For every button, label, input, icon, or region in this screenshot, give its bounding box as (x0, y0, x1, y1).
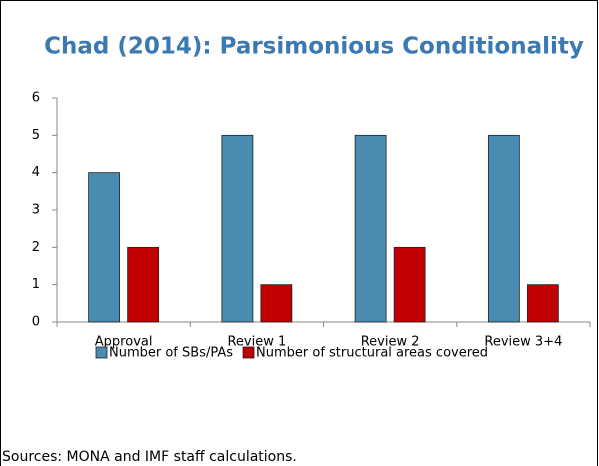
x-tick-label: Approval (95, 335, 153, 350)
legend-swatch (242, 346, 255, 359)
bar (88, 172, 121, 323)
y-tick-label: 0 (32, 315, 40, 330)
legend-label: Number of SBs/PAs (109, 346, 233, 361)
bar (393, 246, 426, 323)
bar (526, 284, 559, 323)
y-tick-label: 1 (32, 277, 40, 292)
x-tick-label: Review 2 (361, 335, 420, 350)
bar (221, 134, 254, 323)
chart-title: Chad (2014): Parsimonious Conditionality (44, 34, 584, 60)
legend-label: Number of structural areas covered (256, 346, 488, 361)
y-tick-label: 3 (32, 203, 40, 218)
legend-swatch (95, 346, 108, 359)
bar (354, 134, 387, 323)
source-note: Sources: MONA and IMF staff calculations… (2, 449, 297, 465)
y-tick-label: 6 (32, 91, 40, 106)
x-tick-label: Review 3+4 (484, 335, 562, 350)
bar (260, 284, 293, 323)
bar (487, 134, 520, 323)
y-tick-label: 4 (32, 165, 40, 180)
y-tick-label: 5 (32, 128, 40, 143)
bar (127, 246, 160, 323)
y-tick-label: 2 (32, 240, 40, 255)
x-tick-label: Review 1 (227, 335, 286, 350)
